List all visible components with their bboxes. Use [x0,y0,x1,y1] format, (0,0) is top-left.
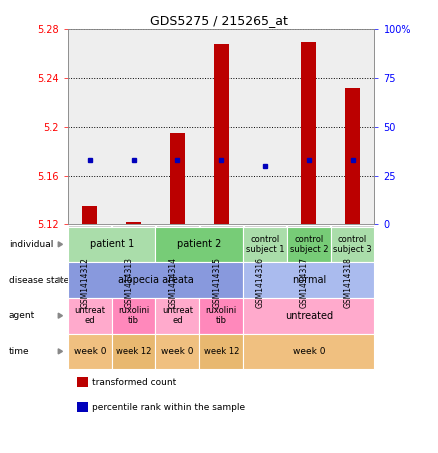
Text: control
subject 3: control subject 3 [333,235,372,254]
Text: week 0: week 0 [293,347,325,356]
Bar [258,224,272,234]
Text: GSM1414312: GSM1414312 [81,257,90,308]
Bar [126,222,141,224]
Text: GSM1414317: GSM1414317 [300,257,309,308]
Bar [170,133,185,224]
Text: GSM1414314: GSM1414314 [168,257,177,308]
Text: transformed count: transformed count [92,378,176,387]
Text: individual: individual [9,240,53,249]
Text: week 0: week 0 [74,347,106,356]
Text: GSM1414318: GSM1414318 [343,257,353,308]
Bar [345,88,360,224]
Text: patient 2: patient 2 [177,239,222,249]
Bar [301,42,316,224]
Text: untreat
ed: untreat ed [74,306,105,325]
Text: week 0: week 0 [161,347,194,356]
Bar [82,206,97,224]
Text: time: time [9,347,29,356]
Text: week 12: week 12 [116,347,151,356]
Text: percentile rank within the sample: percentile rank within the sample [92,403,245,412]
Text: agent: agent [9,311,35,320]
Text: normal: normal [292,275,326,285]
Text: GSM1414316: GSM1414316 [256,257,265,308]
Text: control
subject 1: control subject 1 [246,235,284,254]
Text: ruxolini
tib: ruxolini tib [205,306,237,325]
Text: untreat
ed: untreat ed [162,306,193,325]
Text: untreated: untreated [285,311,333,321]
Text: control
subject 2: control subject 2 [290,235,328,254]
Text: GDS5275 / 215265_at: GDS5275 / 215265_at [150,14,288,28]
Bar [214,44,229,224]
Text: alopecia areata: alopecia areata [118,275,193,285]
Text: GSM1414313: GSM1414313 [124,257,134,308]
Text: disease state: disease state [9,275,69,284]
Text: ruxolini
tib: ruxolini tib [118,306,149,325]
Text: GSM1414315: GSM1414315 [212,257,221,308]
Text: patient 1: patient 1 [89,239,134,249]
Text: week 12: week 12 [204,347,239,356]
